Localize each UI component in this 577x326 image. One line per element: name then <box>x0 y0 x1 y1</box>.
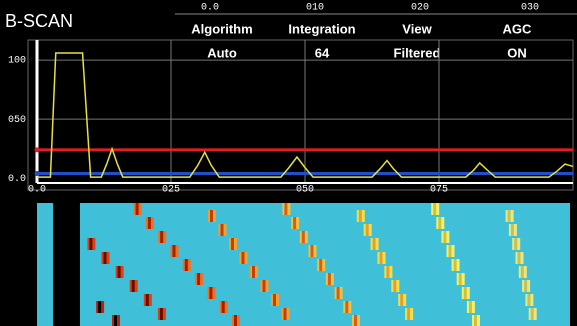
top-tick-label: 030 <box>521 3 539 14</box>
bscan-echo-core <box>148 217 151 229</box>
bscan-echo-core <box>508 210 511 222</box>
bscan-echo-core <box>136 203 139 215</box>
title: B-SCAN <box>5 11 73 31</box>
bscan-image <box>37 203 570 326</box>
bscan-echo-core <box>160 308 163 320</box>
setting-value: ON <box>507 45 527 60</box>
x-tick-label: 0.0 <box>28 185 46 196</box>
setting-label: Algorithm <box>191 21 252 36</box>
bscan-echo-core <box>454 259 457 271</box>
x-tick-label: 075 <box>430 185 448 196</box>
bscan-echo-core <box>531 308 534 320</box>
bscan-echo-core <box>221 224 224 236</box>
bscan-echo-core <box>438 217 441 229</box>
bscan-echo-core <box>386 266 389 278</box>
bscan-echo-core <box>354 315 357 326</box>
bscan-echo-core <box>209 287 212 299</box>
threshold-marker <box>35 147 40 152</box>
bscan-echo-core <box>373 238 376 250</box>
bscan-echo-core <box>104 252 107 264</box>
bscan-echo-core <box>231 238 234 250</box>
bscan-echo-core <box>407 308 410 320</box>
bscan-echo-core <box>210 210 213 222</box>
bscan-echo-core <box>114 315 117 326</box>
bscan-echo-core <box>459 273 462 285</box>
bscan-echo-core <box>98 301 101 313</box>
y-tick-label: 100 <box>8 56 26 67</box>
setting-value: Auto <box>207 45 237 60</box>
bscan-echo-core <box>311 245 314 257</box>
top-tick-label: 020 <box>411 3 429 14</box>
bscan-echo-core <box>469 301 472 313</box>
x-tick-label: 050 <box>296 185 314 196</box>
bscan-echo-core <box>524 280 527 292</box>
bscan-echo-core <box>160 231 163 243</box>
bscan-echo-core <box>328 273 331 285</box>
bscan-echo-core <box>359 210 362 222</box>
bscan-echo-core <box>242 252 245 264</box>
bscan-echo-core <box>527 294 530 306</box>
bscan-echo-core <box>263 280 266 292</box>
bscan-echo-core <box>511 224 514 236</box>
bscan-echo-core <box>400 294 403 306</box>
screen: B-SCAN 0.0 010 020 030 Algorithm Auto Integrat… <box>0 0 577 326</box>
setting-value: 64 <box>315 45 330 60</box>
bscan-echo-core <box>443 231 446 243</box>
bscan-echo-core <box>197 273 200 285</box>
x-tick-label: 025 <box>162 185 180 196</box>
bscan-strip <box>37 203 53 326</box>
top-tick-label: 010 <box>306 3 324 14</box>
bscan-echo-core <box>380 252 383 264</box>
bscan-gap <box>53 203 80 326</box>
y-tick-label: 050 <box>8 115 26 126</box>
threshold-marker <box>35 171 40 176</box>
bscan-echo-core <box>252 266 255 278</box>
bscan-echo-core <box>118 266 121 278</box>
bscan-echo-core <box>302 231 305 243</box>
setting-label: AGC <box>503 21 533 36</box>
top-tick-label: 0.0 <box>201 3 219 14</box>
bscan-echo-core <box>366 224 369 236</box>
bscan-echo-core <box>474 315 477 326</box>
bscan-echo-core <box>173 245 176 257</box>
bscan-echo-core <box>518 252 521 264</box>
bscan-echo-core <box>433 203 436 215</box>
bscan-echo-core <box>449 245 452 257</box>
bscan-echo-core <box>185 259 188 271</box>
bscan-echo-core <box>464 287 467 299</box>
setting-label: View <box>402 21 432 36</box>
setting-value: Filtered <box>394 45 441 60</box>
bscan-echo-core <box>89 238 92 250</box>
bscan-echo-core <box>222 301 225 313</box>
page: B-SCAN 0.0 010 020 030 Algorithm Auto Integrat… <box>0 0 577 326</box>
bscan-echo-core <box>284 308 287 320</box>
bscan-echo-core <box>146 294 149 306</box>
bscan-echo-core <box>521 266 524 278</box>
bscan-echo-core <box>393 280 396 292</box>
bscan-echo-core <box>284 203 287 215</box>
y-tick-label: 0.0 <box>8 174 26 185</box>
bscan-echo-core <box>273 294 276 306</box>
bscan-echo-core <box>132 280 135 292</box>
bscan-echo-core <box>293 217 296 229</box>
bscan-echo-core <box>345 301 348 313</box>
setting-label: Integration <box>288 21 355 36</box>
bscan-echo-core <box>514 238 517 250</box>
bscan-echo-core <box>319 259 322 271</box>
bscan-echo-core <box>234 315 237 326</box>
bscan-echo-core <box>337 287 340 299</box>
